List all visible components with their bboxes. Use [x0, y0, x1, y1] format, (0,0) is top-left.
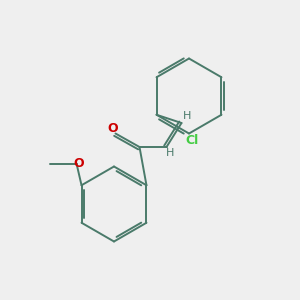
Text: O: O [107, 122, 118, 136]
Text: H: H [183, 111, 191, 122]
Text: O: O [74, 157, 84, 170]
Text: H: H [166, 148, 174, 158]
Text: Cl: Cl [185, 134, 199, 147]
